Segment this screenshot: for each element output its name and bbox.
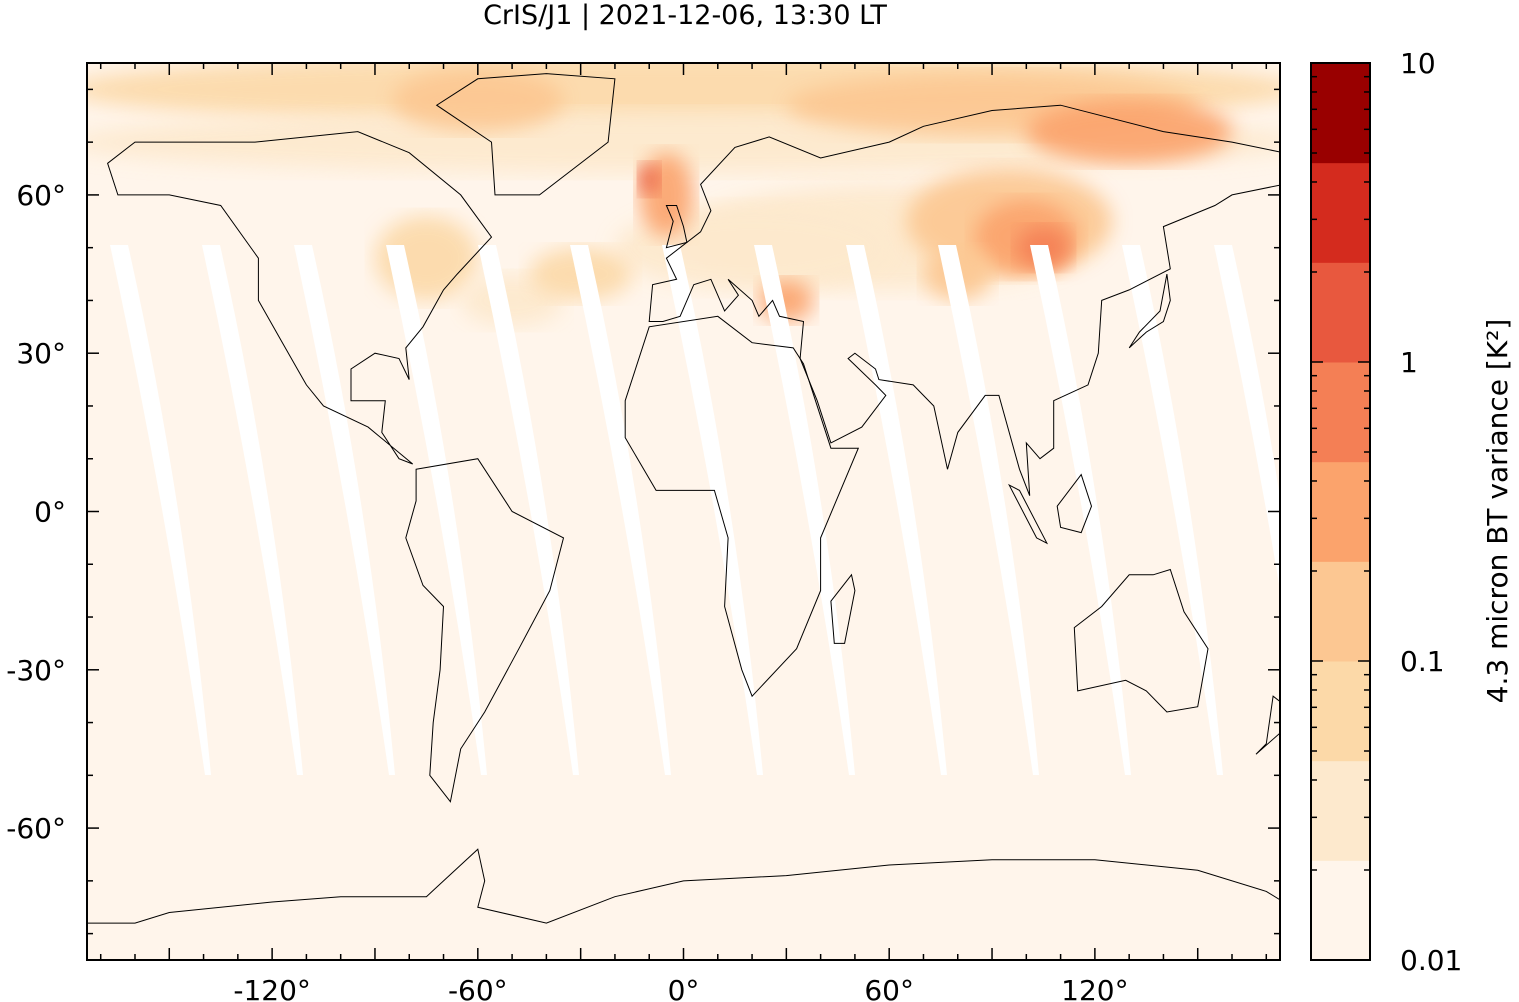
x-tick-label: -60° <box>448 974 508 1002</box>
colorbar-tick-label: 1 <box>1400 346 1418 379</box>
y-tick-label: 0° <box>34 496 66 529</box>
swath-gap <box>386 245 487 775</box>
coastline-madagascar <box>830 573 856 644</box>
colorbar-bin <box>1311 661 1370 762</box>
colorbar-labels: 10 1 0.1 0.01 <box>1400 47 1462 977</box>
colorbar-frame <box>1310 62 1371 961</box>
x-axis-labels: -120° -60° 0° 60° 120° <box>233 974 1128 1002</box>
coastline-greenland <box>435 73 616 196</box>
coastline-japan <box>1128 274 1171 349</box>
x-tick-label: 60° <box>864 974 914 1002</box>
swath-gaps <box>110 245 1280 775</box>
colorbar-tick-label: 0.1 <box>1400 645 1445 678</box>
swath-gap <box>662 245 763 775</box>
coastline-africa <box>624 315 860 698</box>
y-tick-label: 60° <box>16 179 66 212</box>
colorbar-tick-label: 0.01 <box>1400 944 1462 977</box>
colorbar-bin <box>1311 63 1370 164</box>
plot-title: CrIS/J1 | 2021-12-06, 13:30 LT <box>483 0 887 31</box>
variance-field <box>87 63 1280 327</box>
coastline-borneo <box>1056 473 1093 534</box>
colorbar-bin <box>1311 362 1370 463</box>
coastline-great-britain <box>665 205 688 249</box>
colorbar-bin <box>1311 262 1370 363</box>
colorbar-bin <box>1311 162 1370 263</box>
colorbar <box>1311 63 1370 961</box>
swath-gap <box>1122 245 1223 775</box>
swath-gap <box>478 245 579 775</box>
colorbar-label: 4.3 micron BT variance [K²] <box>1481 319 1514 704</box>
swath-gap <box>846 245 947 775</box>
axis-ticks <box>87 63 1280 960</box>
swath-gap <box>110 245 211 775</box>
colorbar-ticks <box>1311 75 1370 961</box>
swath-gap <box>294 245 395 775</box>
coastline-new-zealand <box>1255 695 1280 755</box>
swath-gap <box>754 245 855 775</box>
y-tick-label: -30° <box>6 654 66 687</box>
swath-gap <box>938 245 1039 775</box>
coastline-eurasia <box>648 104 1280 496</box>
x-tick-label: 120° <box>1061 974 1128 1002</box>
y-tick-label: -60° <box>6 812 66 845</box>
coastlines <box>87 73 1280 924</box>
coastline-antarctica <box>87 848 1280 924</box>
colorbar-tick-label: 10 <box>1400 47 1436 80</box>
y-tick-label: 30° <box>16 337 66 370</box>
y-axis-labels: 60° 30° 0° -30° -60° <box>6 179 66 845</box>
variance-patch <box>392 68 564 132</box>
coastline-australia <box>1073 568 1209 713</box>
variance-patch <box>1026 99 1233 164</box>
swath-gap <box>1030 245 1131 775</box>
coastline-north-america <box>107 131 493 465</box>
colorbar-bin <box>1311 561 1370 662</box>
swath-gap <box>202 245 303 775</box>
coastline-south-america <box>405 458 565 803</box>
colorbar-bin <box>1311 760 1370 861</box>
variance-patch <box>638 163 660 195</box>
colorbar-bin <box>1311 461 1370 562</box>
colorbar-bin <box>1311 860 1370 961</box>
x-tick-label: -120° <box>233 974 311 1002</box>
swath-gap <box>570 245 671 775</box>
coastline-sumatra <box>1008 483 1049 545</box>
x-tick-label: 0° <box>668 974 700 1002</box>
